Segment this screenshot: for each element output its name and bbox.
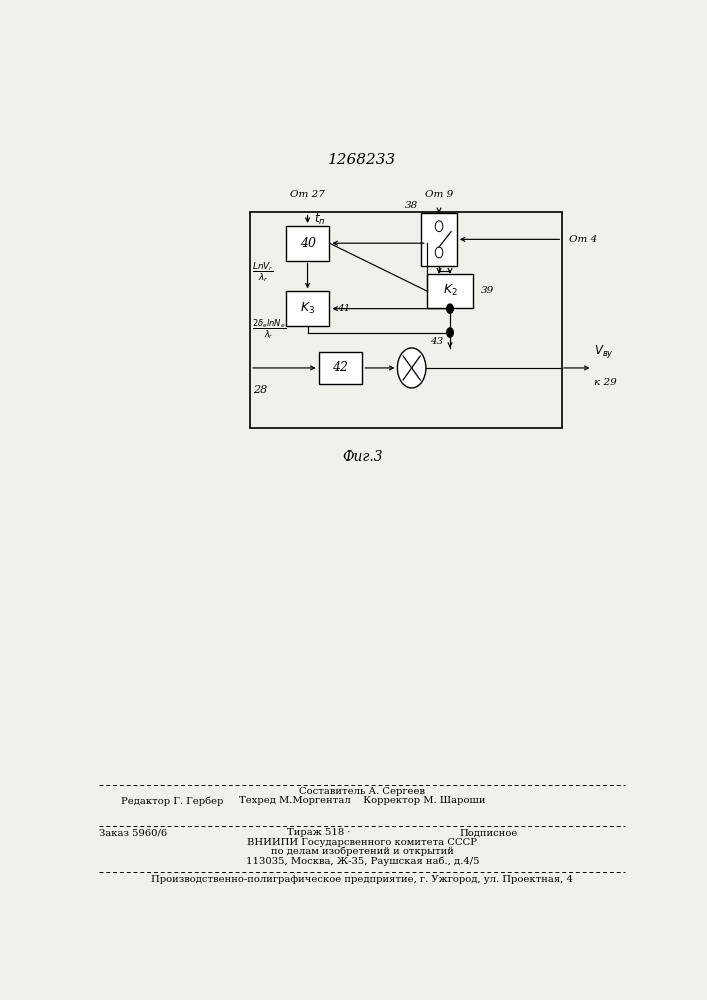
Text: 42: 42	[332, 361, 349, 374]
Bar	[319, 352, 363, 384]
Text: $t_п$: $t_п$	[314, 212, 326, 227]
Text: Техред М.Моргентал    Корректор М. Шароши: Техред М.Моргентал Корректор М. Шароши	[239, 796, 486, 805]
Text: Производственно-полиграфическое предприятие, г. Ужгород, ул. Проектная, 4: Производственно-полиграфическое предприя…	[151, 875, 573, 884]
Text: 113035, Москва, Ж-35, Раушская наб., д.4/5: 113035, Москва, Ж-35, Раушская наб., д.4…	[245, 856, 479, 866]
Text: $\dfrac{2\delta_e lnN_e}{\lambda_r}$: $\dfrac{2\delta_e lnN_e}{\lambda_r}$	[252, 317, 286, 341]
Text: Подписное: Подписное	[459, 828, 518, 837]
Text: 38: 38	[405, 201, 419, 210]
Text: От 9: От 9	[425, 190, 453, 199]
Text: 43: 43	[431, 337, 443, 346]
Text: $V_{ву}$: $V_{ву}$	[594, 343, 614, 360]
Text: $K_2$: $K_2$	[443, 283, 457, 298]
Circle shape	[447, 304, 453, 313]
Circle shape	[436, 221, 443, 232]
Text: Редактор Г. Гербер: Редактор Г. Гербер	[122, 796, 223, 806]
Text: От 4: От 4	[569, 235, 597, 244]
Bar	[427, 274, 473, 308]
Bar	[286, 226, 329, 261]
Text: Заказ 5960/6: Заказ 5960/6	[99, 828, 168, 837]
Text: 1268233: 1268233	[328, 153, 397, 167]
Circle shape	[436, 247, 443, 258]
Bar	[421, 213, 457, 266]
Text: 41: 41	[337, 304, 350, 313]
Circle shape	[447, 328, 453, 337]
Text: Тираж 518 ·: Тираж 518 ·	[287, 828, 350, 837]
Text: 28: 28	[253, 385, 267, 395]
Text: Составитель А. Сергеев: Составитель А. Сергеев	[299, 787, 426, 796]
Text: ВНИИПИ Государсвенного комитета СССР: ВНИИПИ Государсвенного комитета СССР	[247, 838, 477, 847]
Text: $K_3$: $K_3$	[300, 301, 315, 316]
Text: Фиг.3: Фиг.3	[342, 450, 382, 464]
Bar	[250, 212, 562, 428]
Text: От 27: От 27	[290, 190, 325, 199]
Text: 40: 40	[300, 237, 315, 250]
Circle shape	[397, 348, 426, 388]
Text: $\dfrac{LnV_r}{\lambda_r}$: $\dfrac{LnV_r}{\lambda_r}$	[252, 260, 274, 284]
Text: по делам изобретений и открытий: по делам изобретений и открытий	[271, 847, 454, 856]
Text: к 29: к 29	[594, 378, 617, 387]
Text: 39: 39	[481, 286, 493, 295]
Bar	[286, 291, 329, 326]
